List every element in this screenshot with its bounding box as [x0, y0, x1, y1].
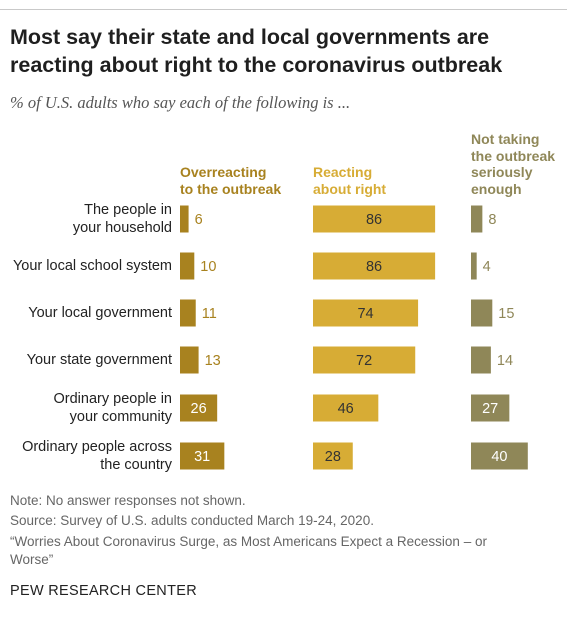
bar-value-label: 27 [482, 401, 498, 417]
bar-value-label: 11 [202, 306, 217, 322]
row-label-line: Ordinary people in [53, 391, 173, 407]
bar-about-right [313, 205, 436, 233]
bar-overreacting [180, 252, 195, 280]
row-label: Ordinary people across the country [22, 438, 172, 474]
bar-value-label: 31 [194, 449, 210, 465]
bar-not-serious [471, 442, 528, 470]
row-label-line: Your local school system [12, 258, 172, 274]
bar-not-serious [471, 394, 510, 422]
bar-value-label: 72 [356, 353, 372, 369]
row-label: The people in your household [73, 201, 172, 237]
bar-value-label: 86 [366, 259, 382, 275]
bar-not-serious [471, 252, 477, 280]
column-header-not-serious-line: Not taking [471, 131, 540, 147]
bar-value-label: 6 [195, 212, 203, 228]
bar-value-label: 4 [483, 259, 491, 275]
note: Note: No answer responses not shown. [10, 493, 246, 508]
bar-value-label: 46 [338, 401, 354, 417]
pew-research-center-logo: PEW RESEARCH CENTER [10, 583, 197, 599]
bar-value-label: 86 [366, 212, 382, 228]
column-header-about-right-line: about right [313, 180, 387, 197]
bar-value-label: 40 [491, 449, 507, 465]
column-header-about-right-line: Reacting [313, 164, 373, 180]
bar-value-label: 74 [357, 306, 373, 322]
bar-value-label: 13 [205, 353, 221, 369]
row-label-line: Ordinary people across [22, 439, 172, 455]
top-rule [0, 9, 567, 10]
row-label-line: your community [69, 409, 172, 425]
bar-about-right [313, 252, 436, 280]
bar-value-label: 28 [325, 449, 341, 465]
bar-about-right [313, 394, 379, 422]
report-title-line-1: “Worries About Coronavirus Surge, as Mos… [10, 534, 487, 549]
row-label-line: the country [100, 457, 172, 473]
report-title-line-2: Worse” [10, 552, 54, 567]
bar-value-label: 26 [191, 401, 207, 417]
column-header-not-serious: Not taking the outbreak seriously enough [471, 131, 555, 197]
column-header-not-serious-line: the outbreak [471, 147, 556, 164]
bar-not-serious [471, 346, 491, 374]
row-label: Your local government [28, 304, 172, 322]
bar-value-label: 15 [498, 306, 514, 322]
row-label: Your state government [27, 351, 172, 369]
source: Source: Survey of U.S. adults conducted … [10, 513, 374, 528]
bar-value-label: 14 [497, 353, 513, 369]
bar-overreacting [180, 394, 218, 422]
row-label-line: your household [72, 220, 172, 236]
column-header-overreacting-line: Overreacting [180, 164, 267, 180]
bar-not-serious [471, 205, 483, 233]
column-header-not-serious-line: enough [471, 180, 522, 197]
row-label-line: Your local government [28, 305, 172, 321]
bar-overreacting [180, 442, 225, 470]
row-label-line: The people in [84, 202, 172, 218]
bar-overreacting [180, 205, 189, 233]
column-header-not-serious-line: seriously [471, 164, 533, 180]
bar-overreacting [180, 299, 196, 327]
row-label-line: Your state government [26, 352, 172, 368]
bar-value-label: 8 [488, 212, 496, 228]
bar-about-right [313, 442, 353, 470]
bar-not-serious [471, 299, 493, 327]
bar-overreacting [180, 346, 199, 374]
bar-about-right [313, 346, 416, 374]
chart-title: Most say their state and local governmen… [10, 25, 503, 77]
column-header-overreacting-line: to the outbreak [180, 180, 282, 197]
bar-value-label: 10 [200, 259, 216, 275]
row-label: Ordinary people in your community [54, 390, 173, 426]
bar-about-right [313, 299, 419, 327]
column-header-overreacting: Overreacting to the outbreak [180, 164, 281, 197]
row-label: Your local school system [13, 257, 172, 275]
column-header-about-right: Reacting about right [313, 164, 386, 197]
chart-subtitle: % of U.S. adults who say each of the fol… [10, 93, 351, 112]
